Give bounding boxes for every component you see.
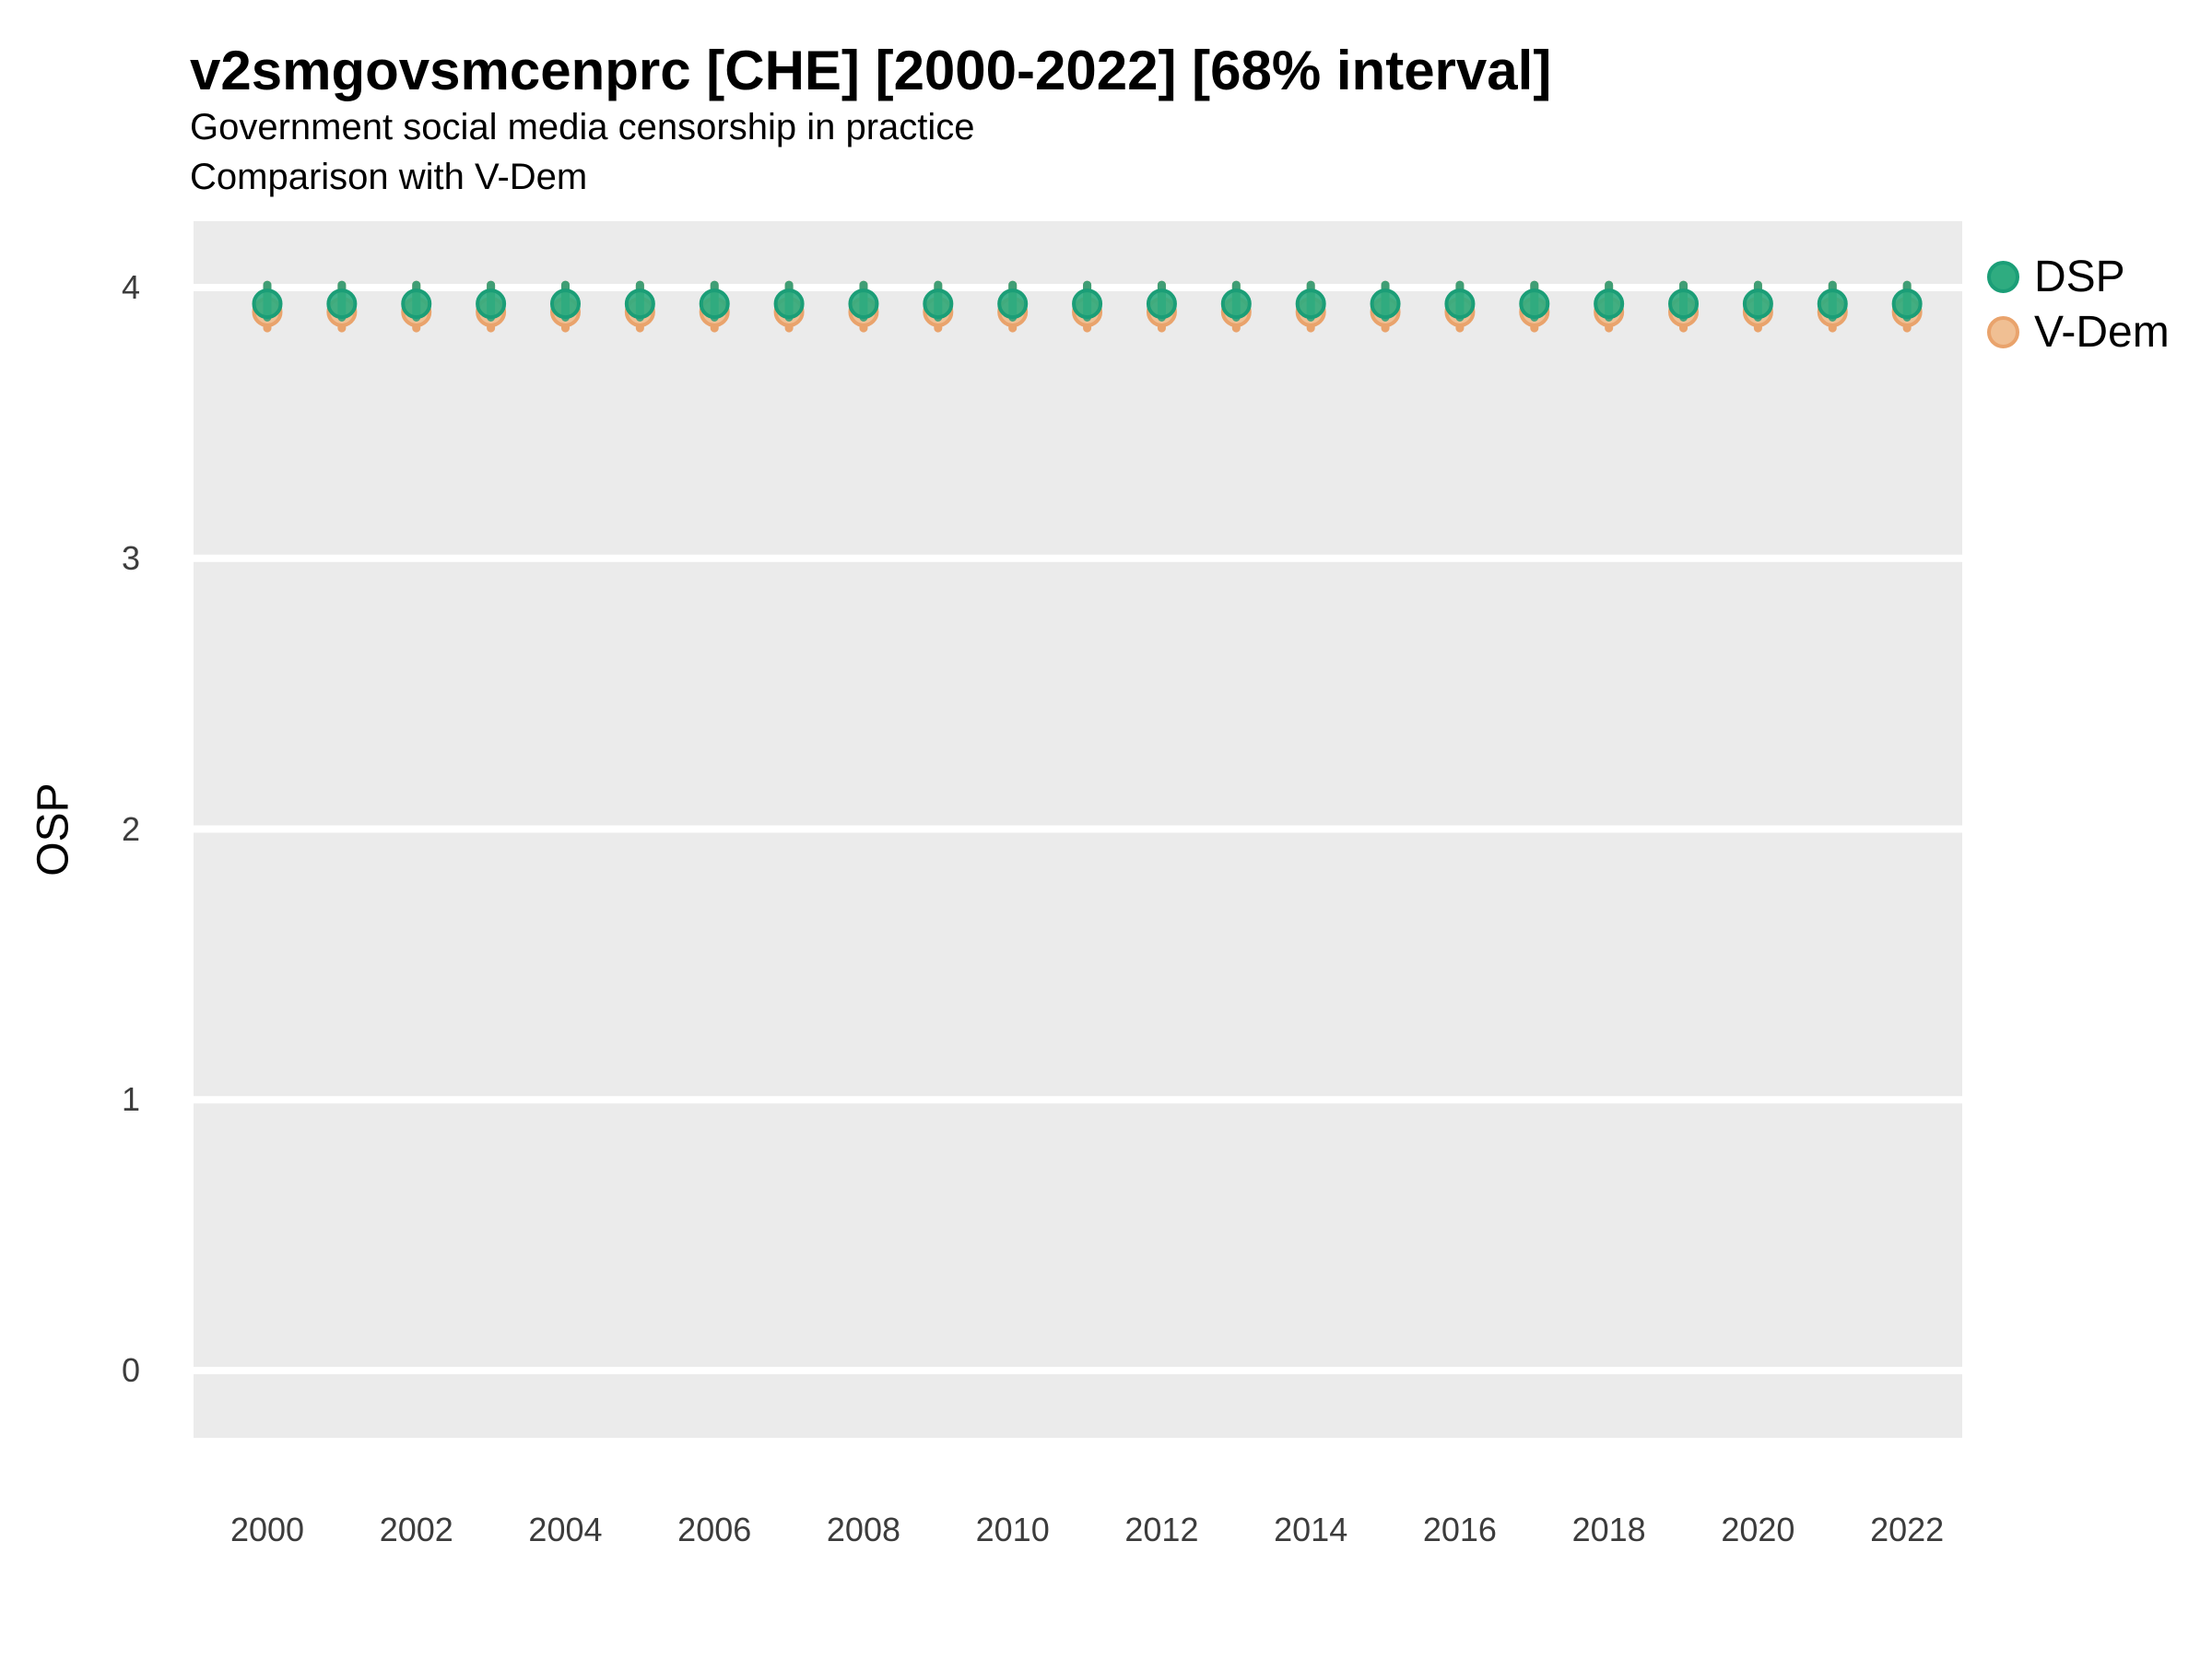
x-tick-label-2004: 2004 (528, 1511, 603, 1548)
x-tick-label-2018: 2018 (1571, 1511, 1646, 1548)
data-point-DSP-2010 (997, 288, 1029, 320)
data-point-DSP-2020 (1742, 288, 1773, 320)
x-tick-label-2008: 2008 (826, 1511, 900, 1548)
y-tick-label-1: 1 (121, 1080, 140, 1119)
y-tick-label-0: 0 (121, 1351, 140, 1389)
data-point-DSP-2022 (1891, 288, 1923, 320)
legend-label: V-Dem (2034, 307, 2170, 357)
y-tick-label-3: 3 (121, 538, 140, 577)
data-point-DSP-2005 (624, 288, 655, 320)
data-point-DSP-2016 (1444, 288, 1476, 320)
chart-title: v2smgovsmcenprc [CHE] [2000-2022] [68% i… (190, 40, 1552, 101)
legend-marker-icon (1987, 260, 2019, 293)
legend-item-DSP: DSP (1987, 249, 2170, 304)
data-point-DSP-2015 (1370, 288, 1401, 320)
data-point-DSP-2019 (1668, 288, 1700, 320)
x-tick-label-2012: 2012 (1124, 1511, 1199, 1548)
data-point-DSP-2021 (1817, 288, 1848, 320)
x-tick-label-2016: 2016 (1422, 1511, 1497, 1548)
data-point-DSP-2003 (476, 288, 507, 320)
y-tick-label-4: 4 (121, 268, 140, 306)
x-tick-label-2020: 2020 (1721, 1511, 1795, 1548)
data-point-DSP-2012 (1146, 288, 1177, 320)
x-tick-label-2006: 2006 (677, 1511, 752, 1548)
chart-subtitle: Government social media censorship in pr… (190, 107, 975, 147)
data-point-DSP-2018 (1594, 288, 1625, 320)
data-point-DSP-2001 (326, 288, 358, 320)
data-point-DSP-2008 (848, 288, 879, 320)
x-tick-label-2002: 2002 (379, 1511, 453, 1548)
chart-subtitle-line2: Comparison with V-Dem (190, 157, 588, 197)
data-point-DSP-2011 (1072, 288, 1103, 320)
x-tick-label-2000: 2000 (229, 1511, 305, 1548)
legend-marker-icon (1987, 315, 2019, 348)
x-tick-label-2022: 2022 (1870, 1511, 1945, 1548)
data-point-DSP-2006 (699, 288, 730, 320)
data-point-DSP-2007 (773, 288, 805, 320)
data-point-DSP-2013 (1220, 288, 1252, 320)
legend: DSP V-Dem (1987, 249, 2170, 359)
data-point-DSP-2002 (401, 288, 432, 320)
data-point-DSP-2004 (549, 288, 581, 320)
x-tick-label-2014: 2014 (1274, 1511, 1348, 1548)
data-point-DSP-2017 (1519, 288, 1550, 320)
legend-label: DSP (2034, 252, 2125, 301)
y-tick-label-2: 2 (121, 809, 140, 848)
data-point-DSP-2009 (923, 288, 954, 320)
data-point-DSP-2014 (1295, 288, 1326, 320)
legend-item-V-Dem: V-Dem (1987, 304, 2170, 359)
data-point-DSP-2000 (252, 288, 283, 320)
x-tick-label-2010: 2010 (975, 1511, 1050, 1548)
